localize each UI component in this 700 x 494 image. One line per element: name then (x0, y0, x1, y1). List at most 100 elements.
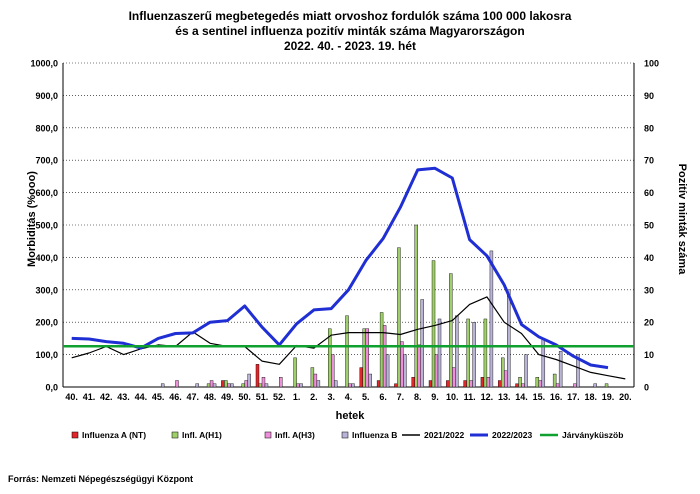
legend-label: 2022/2023 (492, 430, 532, 440)
bar (455, 315, 459, 388)
bar (224, 380, 228, 388)
y-right-tick-label: 20 (644, 318, 654, 328)
bar (397, 247, 401, 388)
bar (469, 380, 473, 388)
bar (414, 224, 418, 388)
bar (241, 383, 245, 388)
bar (507, 289, 511, 388)
legend-swatch (171, 431, 179, 439)
x-tick-label: 18. (584, 392, 597, 402)
x-tick-label: 19. (602, 392, 615, 402)
bar (437, 318, 442, 388)
bar (466, 318, 470, 388)
bar (313, 373, 318, 388)
bar (593, 383, 597, 388)
bar (576, 354, 580, 388)
chart-title-line-2: és a sentinel influenza pozitív minták s… (175, 24, 525, 38)
x-tick-label: 43. (117, 392, 130, 402)
y-right-tick-label: 90 (644, 91, 654, 101)
source-note: Forrás: Nemzeti Népegészségügyi Központ (8, 474, 194, 484)
bar (411, 377, 415, 388)
y-left-tick-label: 900,0 (35, 91, 58, 101)
x-tick-label: 4. (345, 392, 353, 402)
bar (230, 383, 234, 388)
x-tick-label: 10. (446, 392, 459, 402)
x-tick-label: 13. (498, 392, 511, 402)
legend-label: Infl. A(H1) (182, 430, 222, 440)
x-tick-label: 41. (83, 392, 96, 402)
x-tick-label: 11. (464, 392, 476, 402)
bar (365, 328, 370, 388)
bar (434, 354, 439, 388)
series-line (71, 166, 609, 370)
x-tick-label: 45. (152, 392, 165, 402)
bar (573, 383, 577, 388)
legend-label: Járványküszöb (562, 430, 623, 440)
bar (472, 322, 476, 388)
chart-title-line-1: Influenzaszerű megbetegedés miatt orvosh… (128, 9, 572, 23)
x-tick-label: 40. (65, 392, 78, 402)
y-left-tick-label: 400,0 (35, 253, 58, 263)
x-tick-label: 48. (204, 392, 217, 402)
bar (333, 380, 338, 388)
bar (348, 383, 352, 388)
bar (175, 380, 179, 388)
chart-title-line-3: 2022. 40. - 2023. 19. hét (283, 39, 417, 53)
bar (535, 377, 540, 388)
y-right-tick-label: 80 (644, 123, 654, 133)
bar (555, 383, 560, 388)
bar (403, 354, 407, 388)
x-axis-title: hetek (335, 410, 365, 422)
bar (385, 354, 390, 388)
x-tick-label: 7. (397, 392, 405, 402)
bar (247, 373, 251, 388)
bar (209, 380, 214, 388)
y-left-tick-label: 700,0 (35, 156, 58, 166)
bar (538, 380, 543, 388)
bar (345, 315, 349, 388)
bar (316, 380, 321, 388)
bar (420, 299, 424, 388)
bar (604, 383, 609, 388)
x-tick-label: 42. (100, 392, 113, 402)
bar (299, 383, 303, 388)
legend-label: Influenza A (NT) (82, 430, 146, 440)
bar (558, 351, 563, 388)
bar (160, 383, 165, 388)
legend-label: Influenza B (352, 430, 397, 440)
y-right-tick-label: 60 (644, 188, 654, 198)
bar (264, 383, 269, 388)
bar (521, 383, 525, 388)
y-left-tick-label: 600,0 (35, 188, 58, 198)
y-right-tick-label: 10 (644, 350, 654, 360)
y-left-tick-label: 500,0 (35, 221, 58, 231)
x-tick-label: 3. (327, 392, 335, 402)
bar (376, 380, 381, 388)
bar (417, 344, 421, 388)
y-right-tick-label: 0 (644, 383, 649, 393)
bar (501, 357, 505, 388)
bar (244, 380, 248, 388)
legend-swatch (264, 431, 272, 439)
y-left-tick-label: 300,0 (35, 285, 58, 295)
bar (552, 373, 557, 388)
bar (480, 377, 485, 388)
bar (489, 250, 494, 388)
bar (227, 383, 231, 388)
bar (330, 354, 335, 388)
y-right-tick-label: 40 (644, 253, 654, 263)
x-tick-label: 14. (515, 392, 528, 402)
bar (518, 377, 522, 388)
legend-label: 2021/2022 (424, 430, 464, 440)
x-tick-label: 15. (533, 392, 546, 402)
bar (379, 312, 384, 388)
bar (483, 318, 488, 388)
y-left-tick-label: 800,0 (35, 123, 58, 133)
x-tick-label: 49. (221, 392, 234, 402)
bar (524, 354, 528, 388)
bar (195, 383, 199, 388)
bar (362, 328, 367, 388)
bar (449, 273, 453, 388)
bar (368, 373, 373, 388)
